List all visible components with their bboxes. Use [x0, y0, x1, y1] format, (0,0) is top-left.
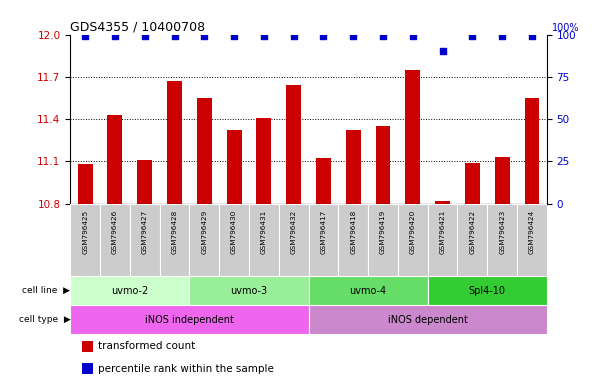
- Text: GSM796425: GSM796425: [82, 209, 88, 253]
- Bar: [70, 204, 100, 276]
- Text: GSM796426: GSM796426: [112, 209, 118, 253]
- Bar: [524, 98, 540, 204]
- Point: [140, 33, 150, 39]
- Text: uvmo-3: uvmo-3: [230, 286, 268, 296]
- Bar: [309, 305, 547, 334]
- Point: [259, 33, 269, 39]
- Text: GSM796424: GSM796424: [529, 209, 535, 253]
- Bar: [346, 130, 360, 204]
- Point: [199, 33, 209, 39]
- Bar: [130, 204, 159, 276]
- Bar: [316, 159, 331, 204]
- Text: GSM796429: GSM796429: [201, 209, 207, 253]
- Bar: [159, 204, 189, 276]
- Text: uvmo-4: uvmo-4: [349, 286, 387, 296]
- Bar: [100, 204, 130, 276]
- Text: iNOS independent: iNOS independent: [145, 314, 234, 325]
- Point: [527, 33, 537, 39]
- Bar: [435, 201, 450, 204]
- Text: GSM796432: GSM796432: [291, 209, 297, 253]
- Text: 100%: 100%: [552, 23, 579, 33]
- Bar: [82, 341, 93, 352]
- Bar: [108, 115, 122, 204]
- Text: transformed count: transformed count: [98, 341, 195, 351]
- Point: [348, 33, 358, 39]
- Text: GDS4355 / 10400708: GDS4355 / 10400708: [70, 20, 205, 33]
- Bar: [78, 164, 93, 204]
- Text: GSM796423: GSM796423: [499, 209, 505, 253]
- Bar: [219, 204, 249, 276]
- Text: Spl4-10: Spl4-10: [469, 286, 506, 296]
- Bar: [70, 305, 309, 334]
- Point: [229, 33, 239, 39]
- Bar: [167, 81, 182, 204]
- Bar: [257, 118, 271, 204]
- Bar: [70, 276, 189, 305]
- Point: [110, 33, 120, 39]
- Text: GSM796417: GSM796417: [320, 209, 326, 253]
- Point: [170, 33, 180, 39]
- Bar: [197, 98, 212, 204]
- Text: GSM796421: GSM796421: [439, 209, 445, 253]
- Bar: [488, 204, 517, 276]
- Bar: [286, 85, 301, 204]
- Text: GSM796418: GSM796418: [350, 209, 356, 253]
- Point: [80, 33, 90, 39]
- Text: percentile rank within the sample: percentile rank within the sample: [98, 364, 274, 374]
- Bar: [398, 204, 428, 276]
- Bar: [249, 204, 279, 276]
- Text: uvmo-2: uvmo-2: [111, 286, 148, 296]
- Text: GSM796422: GSM796422: [469, 209, 475, 253]
- Text: GSM796430: GSM796430: [231, 209, 237, 253]
- Bar: [189, 276, 309, 305]
- Bar: [458, 204, 488, 276]
- Bar: [309, 204, 338, 276]
- Text: GSM796431: GSM796431: [261, 209, 267, 253]
- Text: GSM796419: GSM796419: [380, 209, 386, 253]
- Bar: [82, 363, 93, 374]
- Text: GSM796420: GSM796420: [410, 209, 416, 253]
- Point: [289, 33, 299, 39]
- Bar: [137, 160, 152, 204]
- Text: cell type  ▶: cell type ▶: [18, 315, 70, 324]
- Bar: [227, 130, 241, 204]
- Bar: [428, 204, 458, 276]
- Bar: [368, 204, 398, 276]
- Text: cell line  ▶: cell line ▶: [22, 286, 70, 295]
- Point: [378, 33, 388, 39]
- Bar: [428, 276, 547, 305]
- Text: GSM796427: GSM796427: [142, 209, 148, 253]
- Point: [467, 33, 477, 39]
- Bar: [189, 204, 219, 276]
- Point: [318, 33, 328, 39]
- Text: GSM796428: GSM796428: [172, 209, 178, 253]
- Bar: [465, 163, 480, 204]
- Bar: [517, 204, 547, 276]
- Bar: [338, 204, 368, 276]
- Bar: [405, 70, 420, 204]
- Point: [497, 33, 507, 39]
- Bar: [309, 276, 428, 305]
- Bar: [495, 157, 510, 204]
- Point: [408, 33, 418, 39]
- Point: [437, 48, 447, 55]
- Bar: [279, 204, 309, 276]
- Bar: [376, 126, 390, 204]
- Text: iNOS dependent: iNOS dependent: [388, 314, 467, 325]
